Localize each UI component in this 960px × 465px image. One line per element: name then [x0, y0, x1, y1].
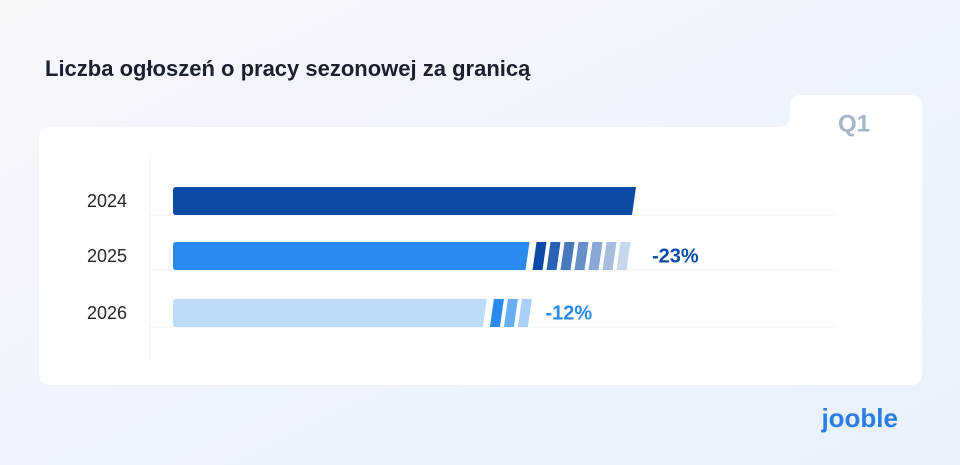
logo: jooble	[820, 403, 898, 433]
category-label: 2026	[87, 303, 127, 323]
gap-stripe	[489, 299, 504, 327]
gap-stripe	[616, 242, 631, 270]
gap-stripe	[546, 242, 561, 270]
gap-stripe	[588, 242, 603, 270]
card	[39, 95, 922, 385]
category-label: 2025	[87, 246, 127, 266]
change-label: -12%	[546, 302, 593, 324]
gap-stripe	[517, 299, 532, 327]
gap-stripe	[560, 242, 575, 270]
bar	[173, 299, 487, 327]
change-label: -23%	[652, 245, 699, 267]
change-gap	[489, 299, 532, 327]
gap-stripe	[503, 299, 518, 327]
bar	[173, 187, 636, 215]
change-gap	[532, 242, 631, 270]
gap-stripe	[532, 242, 547, 270]
chart-title: Liczba ogłoszeń o pracy sezonowej za gra…	[45, 56, 531, 81]
gap-stripe	[602, 242, 617, 270]
gap-stripe	[574, 242, 589, 270]
category-label: 2024	[87, 191, 127, 211]
period-label: Q1	[838, 110, 870, 137]
bar	[173, 242, 530, 270]
